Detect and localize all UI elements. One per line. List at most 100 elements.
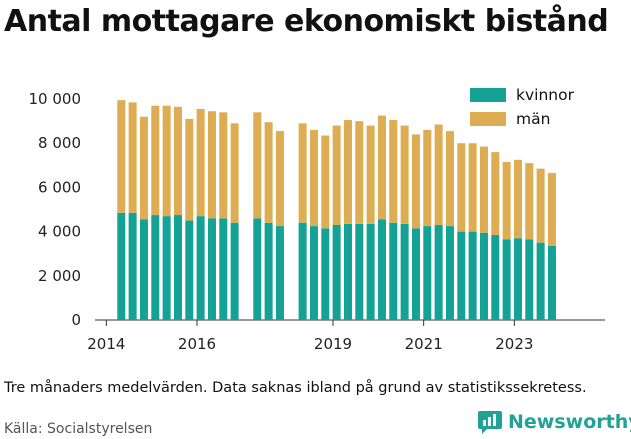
bar-kvinnor	[219, 218, 228, 320]
newsworthy-logo-icon	[478, 411, 502, 434]
bar-män	[479, 146, 488, 233]
legend-swatch-män	[470, 112, 506, 126]
bar-kvinnor	[434, 224, 443, 320]
bar-män	[525, 163, 534, 240]
legend-label-kvinnor: kvinnor	[516, 86, 575, 104]
bar-kvinnor	[468, 231, 477, 320]
bar-män	[219, 112, 228, 219]
y-tick-label: 0	[71, 311, 81, 329]
bar-kvinnor	[151, 215, 160, 320]
bar-kvinnor	[411, 228, 420, 320]
bar-kvinnor	[321, 228, 330, 320]
y-tick-label: 6 000	[38, 178, 81, 196]
bar-män	[139, 116, 148, 220]
brand-logo: Newsworthy	[477, 409, 631, 435]
bar-män	[502, 162, 511, 240]
bar-män	[343, 120, 352, 224]
x-tick-label: 2019	[314, 335, 352, 353]
bar-kvinnor	[389, 222, 398, 320]
bar-män	[377, 115, 386, 220]
bar-kvinnor	[536, 242, 545, 320]
bar-kvinnor	[366, 223, 375, 320]
bar-män	[173, 106, 182, 216]
bar-kvinnor	[230, 222, 239, 320]
bar-män	[491, 152, 500, 235]
bar-män	[309, 129, 318, 227]
bar-män	[128, 102, 137, 213]
bar-män	[468, 143, 477, 232]
bar-män	[445, 131, 454, 227]
y-tick-label: 2 000	[38, 267, 81, 285]
bar-kvinnor	[547, 245, 556, 320]
bar-kvinnor	[196, 216, 205, 320]
bar-kvinnor	[309, 226, 318, 320]
bar-series	[117, 100, 556, 320]
x-tick-label: 2023	[495, 335, 533, 353]
bar-män	[434, 124, 443, 225]
bar-män	[207, 111, 216, 219]
legend: kvinnor män	[470, 86, 575, 128]
bar-kvinnor	[457, 231, 466, 320]
bar-kvinnor	[445, 226, 454, 320]
bar-män	[332, 125, 341, 225]
y-tick-label: 4 000	[38, 223, 81, 241]
bar-män	[230, 123, 239, 223]
bar-kvinnor	[162, 216, 171, 320]
bar-kvinnor	[207, 218, 216, 320]
chart-title: Antal mottagare ekonomiskt bistånd	[4, 4, 609, 39]
bar-män	[411, 134, 420, 229]
bar-kvinnor	[343, 223, 352, 320]
bar-kvinnor	[139, 219, 148, 320]
bar-män	[423, 129, 432, 227]
bar-kvinnor	[128, 212, 137, 320]
bar-män	[117, 100, 126, 213]
bar-män	[457, 143, 466, 232]
bar-kvinnor	[332, 224, 341, 320]
bar-män	[253, 112, 262, 219]
bar-män	[185, 118, 194, 221]
bar-män	[513, 159, 522, 239]
bar-män	[366, 125, 375, 224]
bar-män	[151, 105, 160, 216]
brand-name: Newsworthy	[508, 411, 631, 433]
bar-kvinnor	[513, 238, 522, 320]
bar-män	[162, 105, 171, 217]
bar-kvinnor	[298, 222, 307, 320]
bar-män	[400, 125, 409, 224]
bar-kvinnor	[400, 223, 409, 320]
bar-kvinnor	[117, 212, 126, 320]
y-axis: 0 2 000 4 000 6 000 8 000 10 000	[29, 90, 82, 329]
x-tick-label: 2021	[405, 335, 443, 353]
bar-män	[196, 108, 205, 217]
source-credit: Källa: Socialstyrelsen	[4, 421, 153, 437]
bar-kvinnor	[253, 218, 262, 320]
legend-label-män: män	[516, 110, 550, 128]
bar-män	[275, 131, 284, 227]
bar-män	[547, 173, 556, 246]
bar-kvinnor	[491, 234, 500, 320]
x-tick-label: 2014	[87, 335, 125, 353]
bar-kvinnor	[525, 239, 534, 320]
bar-kvinnor	[502, 239, 511, 320]
bar-kvinnor	[479, 232, 488, 320]
bar-kvinnor	[377, 219, 386, 320]
bar-män	[264, 122, 273, 223]
stacked-bar-chart: 0 2 000 4 000 6 000 8 000 10 000 2014 2016 2019…	[29, 86, 605, 353]
y-tick-label: 10 000	[29, 90, 82, 108]
bar-kvinnor	[423, 226, 432, 320]
bar-män	[355, 121, 364, 224]
bar-män	[389, 120, 398, 223]
bar-kvinnor	[264, 222, 273, 320]
x-axis: 2014 2016 2019 2021 2023	[87, 319, 605, 353]
bar-kvinnor	[185, 220, 194, 320]
legend-swatch-kvinnor	[470, 88, 506, 102]
x-tick-label: 2016	[178, 335, 216, 353]
bar-kvinnor	[355, 223, 364, 320]
bar-män	[321, 135, 330, 229]
y-tick-label: 8 000	[38, 134, 81, 152]
bar-män	[298, 123, 307, 223]
bar-kvinnor	[275, 226, 284, 320]
bar-kvinnor	[173, 215, 182, 320]
chart-note: Tre månaders medelvärden. Data saknas ib…	[4, 380, 587, 396]
bar-män	[536, 168, 545, 243]
